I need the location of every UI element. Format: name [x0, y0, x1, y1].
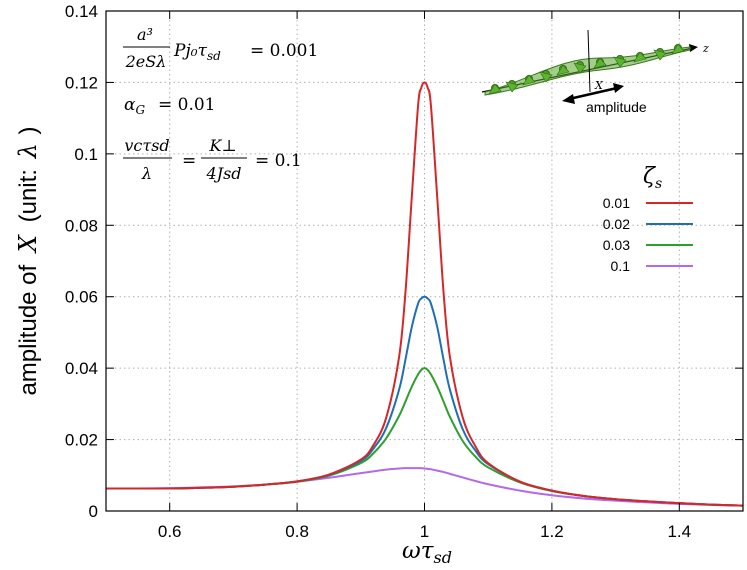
- y-tick-label: 0.1: [74, 145, 98, 164]
- inset-spin-cone: [522, 74, 536, 86]
- y-axis-title-unit-close: ): [15, 126, 42, 134]
- legend-title: ζs: [643, 164, 662, 192]
- inset-amplitude-arrowhead-right: [613, 83, 624, 93]
- parameter-annotations: a³ 2eSλ Pj₀τsd = 0.001 αG = 0.01 vcτsd λ…: [123, 25, 318, 183]
- x-tick-label: 1.2: [540, 522, 564, 541]
- inset-z-arrowhead: [689, 44, 698, 52]
- param-current-numerator: a³: [137, 25, 153, 44]
- y-tick-label: 0.12: [65, 73, 98, 92]
- param-damping: αG = 0.01: [124, 95, 216, 117]
- legend: ζs 0.01 0.02 0.03 0.1: [603, 164, 693, 274]
- inset-amplitude-arrowhead-left: [562, 94, 575, 104]
- param-ratio-equals: =: [182, 151, 196, 171]
- inset-schematic: z X amplitude: [481, 29, 709, 115]
- param-ratio-den1: λ: [141, 164, 152, 183]
- param-damping-symbol: α: [124, 95, 136, 115]
- legend-label: 0.03: [603, 237, 630, 253]
- param-ratio-num2: K⊥: [209, 136, 237, 155]
- x-tick-label: 1.4: [667, 522, 691, 541]
- inset-spin-cone: [633, 51, 647, 63]
- y-axis-title-prefix: amplitude of: [15, 264, 42, 395]
- x-tick-label: 0.6: [158, 522, 182, 541]
- inset-amplitude-label: amplitude: [586, 99, 647, 115]
- y-axis-title-unit-var: λ: [14, 143, 42, 159]
- inset-spins: [488, 43, 685, 95]
- x-axis-title-main: ωτ: [402, 538, 435, 564]
- param-current-value: = 0.001: [250, 41, 318, 61]
- x-axis-title: ωτsd: [402, 538, 452, 567]
- inset-spin-cone: [671, 43, 685, 55]
- legend-title-sub: s: [655, 176, 662, 192]
- inset-spin-cone: [556, 64, 570, 76]
- y-axis-title: amplitude of X (unit: λ ): [14, 126, 42, 395]
- y-axis-title-unit-open: (unit:: [15, 169, 42, 222]
- legend-label: 0.02: [603, 216, 630, 232]
- param-damping-value: = 0.01: [158, 95, 216, 115]
- param-damping-lhs: αG: [124, 95, 145, 117]
- param-current-tail-sub: sd: [207, 49, 221, 63]
- inset-spin-cone: [613, 56, 627, 68]
- legend-title-main: ζ: [643, 164, 657, 189]
- param-current-denominator: 2eSλ: [125, 52, 167, 71]
- inset-spin-cone: [653, 49, 667, 61]
- x-tick-label: 1: [420, 522, 429, 541]
- y-axis-title-var: X: [14, 234, 42, 254]
- legend-label: 0.1: [611, 258, 631, 274]
- y-tick-label: 0: [89, 502, 98, 521]
- param-damping-sub: G: [135, 103, 145, 117]
- inset-spin-cone: [488, 83, 502, 95]
- param-ratio-den2: 4Jsd: [205, 164, 241, 183]
- inset-x-label: X: [594, 79, 604, 92]
- inset-spin-cone: [505, 81, 519, 93]
- y-tick-label: 0.02: [65, 431, 98, 450]
- y-tick-label: 0.08: [65, 216, 98, 235]
- svg-text:amplitude of X (un: amplitude of X (unit: λ ): [14, 126, 42, 395]
- series-layer: [105, 81, 744, 507]
- y-tick-label: 0.04: [65, 359, 98, 378]
- param-ratio-value: = 0.1: [255, 151, 302, 171]
- y-tick-label: 0.14: [65, 2, 98, 21]
- param-ratio: vcτsd λ = K⊥ 4Jsd = 0.1: [123, 136, 302, 183]
- param-ratio-num1: vcτsd: [124, 136, 169, 155]
- x-tick-label: 0.8: [285, 522, 309, 541]
- inset-spin-cone: [573, 62, 587, 74]
- series-line-0.01: [106, 81, 744, 507]
- legend-label: 0.01: [603, 195, 630, 211]
- inset-amplitude-arrow: [568, 86, 618, 101]
- y-tick-label: 0.06: [65, 288, 98, 307]
- x-axis-title-sub: sd: [434, 548, 452, 567]
- param-current-tail-main: Pj₀τ: [173, 41, 208, 61]
- param-current: a³ 2eSλ Pj₀τsd = 0.001: [123, 25, 318, 71]
- inset-x-axis: [587, 29, 591, 93]
- param-current-tail: Pj₀τsd: [173, 41, 221, 63]
- inset-spin-cone: [593, 57, 607, 69]
- inset-spin-cone: [539, 71, 553, 83]
- ticks: 0 0.02 0.04 0.06 0.08 0.1 0.12 0.14 0.6 0.8 1 1.2 1.…: [65, 2, 743, 541]
- legend-entries: 0.01 0.02 0.03 0.1: [603, 195, 693, 274]
- inset-z-label: z: [702, 42, 709, 55]
